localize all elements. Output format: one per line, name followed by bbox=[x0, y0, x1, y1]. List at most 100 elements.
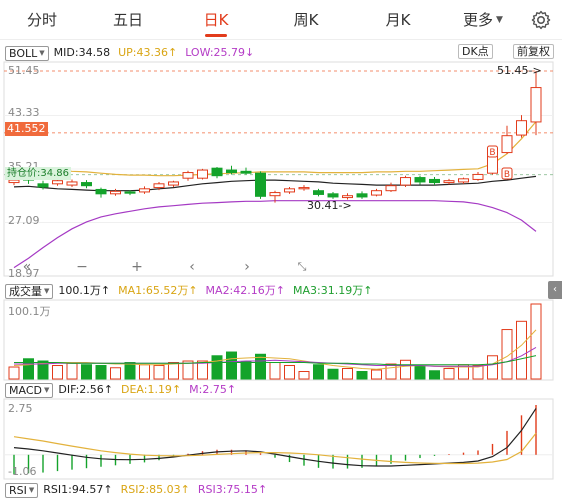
volume-panel-frame bbox=[3, 299, 554, 381]
volume-bar bbox=[298, 371, 310, 380]
price-axis-label: 51.45 bbox=[8, 64, 40, 77]
volume-bar bbox=[371, 369, 382, 380]
candle-body bbox=[371, 190, 382, 196]
macd-indicator-select[interactable]: MACD ▼ bbox=[5, 382, 54, 398]
candle-body bbox=[37, 183, 49, 188]
caret-down-icon: ▼ bbox=[28, 485, 35, 494]
buy-marker bbox=[487, 145, 498, 158]
macd-m-value: M:2.75 bbox=[189, 383, 227, 396]
candle-body bbox=[226, 169, 237, 174]
max-price-annotation: 51.45-> bbox=[497, 64, 542, 77]
volume-bar bbox=[52, 365, 63, 380]
volume-bar bbox=[66, 362, 78, 380]
volume-bar bbox=[313, 364, 324, 380]
period-tab-bar: 分时 五日 日K 周K 月K 更多 ▼ bbox=[0, 0, 562, 40]
macd-indicator-label: MACD bbox=[9, 383, 42, 397]
caret-down-icon: ▼ bbox=[39, 48, 45, 57]
candle-body bbox=[327, 193, 339, 198]
zoom-in-icon[interactable]: + bbox=[131, 259, 143, 275]
rsi-indicator-label: RSI bbox=[9, 483, 27, 497]
caret-down-icon: ▼ bbox=[44, 286, 50, 295]
macd-axis-label: 2.75 bbox=[8, 402, 33, 415]
candle-body bbox=[182, 172, 194, 179]
volume-bar bbox=[95, 365, 107, 380]
candle-body bbox=[342, 195, 353, 199]
chevron-left-icon[interactable]: ‹ bbox=[189, 259, 195, 275]
rsi2-value: RSI2:85.03 bbox=[120, 483, 181, 496]
zoom-out-icon[interactable]: − bbox=[76, 259, 88, 275]
volume-ma3-line bbox=[14, 355, 537, 366]
macd-dea-line bbox=[13, 432, 537, 465]
candle-body bbox=[429, 178, 440, 184]
buy-marker-label: B bbox=[504, 170, 510, 180]
forward-adjust-button[interactable]: 前复权 bbox=[513, 44, 554, 59]
volume-bar bbox=[342, 368, 353, 380]
gear-icon[interactable] bbox=[530, 9, 552, 31]
price-axis-label: 43.33 bbox=[8, 106, 40, 119]
candle-body bbox=[356, 193, 368, 198]
candle-body bbox=[385, 185, 397, 192]
rsi-indicator-select[interactable]: RSI ▼ bbox=[5, 482, 39, 498]
candle-body bbox=[8, 179, 20, 184]
volume-axis-label: 100.1万 bbox=[8, 305, 51, 318]
candle-body bbox=[124, 191, 136, 194]
current-price-tag: 41.552 bbox=[5, 122, 48, 136]
up-arrow-icon: ↑ bbox=[363, 284, 373, 297]
macd-panel-frame bbox=[3, 398, 554, 480]
volume-bar bbox=[211, 355, 223, 380]
candle-body bbox=[81, 182, 92, 187]
volume-bar bbox=[356, 371, 368, 380]
up-arrow-icon: ↑ bbox=[167, 46, 178, 59]
fullscreen-icon[interactable]: ⤡ bbox=[297, 260, 307, 273]
double-left-icon[interactable]: « bbox=[22, 259, 32, 275]
tab-daily-k[interactable]: 日K bbox=[172, 0, 260, 40]
macd-axis-label: -1.06 bbox=[8, 465, 37, 478]
tab-intraday[interactable]: 分时 bbox=[26, 10, 57, 29]
boll-header: BOLL ▼ MID:34.58 UP:43.36 ↑ LOW:25.79 ↓ bbox=[0, 44, 254, 62]
candle-body bbox=[458, 178, 469, 183]
boll-mid-value: MID:34.58 bbox=[53, 46, 111, 59]
volume-bar bbox=[8, 366, 20, 380]
expand-panel-icon[interactable]: ‹ bbox=[548, 281, 562, 299]
volume-bar bbox=[124, 362, 136, 380]
rsi-header: RSI ▼ RSI1:94.57 ↑ RSI2:85.03 ↑ RSI3:75.… bbox=[0, 481, 267, 499]
tab-monthly-k[interactable]: 月K bbox=[385, 10, 411, 29]
tab-more[interactable]: 更多 ▼ bbox=[444, 0, 522, 40]
volume-bar bbox=[23, 358, 34, 380]
up-arrow-icon: ↑ bbox=[171, 383, 182, 396]
candle-body bbox=[516, 120, 527, 136]
volume-bar bbox=[139, 364, 150, 380]
volume-bar bbox=[472, 365, 484, 380]
volume-bar bbox=[182, 360, 194, 380]
up-arrow-icon: ↑ bbox=[103, 483, 113, 496]
down-arrow-icon: ↓ bbox=[245, 46, 255, 59]
boll-upper-line bbox=[13, 121, 537, 177]
candle-body bbox=[211, 167, 223, 177]
volume-value: 100.1万 bbox=[58, 284, 101, 297]
candle-body bbox=[197, 169, 208, 179]
up-arrow-icon: ↑ bbox=[180, 483, 190, 496]
main-indicator-select[interactable]: BOLL ▼ bbox=[5, 45, 49, 61]
tab-weekly-k[interactable]: 周K bbox=[293, 10, 319, 29]
caret-down-icon: ▼ bbox=[43, 385, 50, 394]
candle-body bbox=[313, 190, 324, 195]
volume-bar bbox=[81, 364, 92, 380]
candle-body bbox=[95, 188, 107, 195]
boll-mid-line bbox=[13, 175, 537, 192]
volume-ma3-value: MA3:31.19万 bbox=[292, 284, 364, 297]
candle-body bbox=[153, 183, 165, 189]
candle-body bbox=[530, 87, 542, 123]
volume-bar bbox=[240, 361, 252, 380]
chevron-right-icon[interactable]: › bbox=[244, 259, 250, 275]
volume-bar bbox=[516, 320, 527, 380]
volume-bar bbox=[400, 359, 411, 380]
volume-bar bbox=[197, 360, 208, 380]
up-arrow-icon: ↑ bbox=[188, 284, 198, 297]
dk-point-button[interactable]: DK点 bbox=[458, 44, 493, 59]
candle-body bbox=[240, 170, 252, 174]
volume-bar bbox=[487, 355, 498, 380]
tab-five-day[interactable]: 五日 bbox=[112, 10, 143, 29]
volume-indicator-select[interactable]: 成交量 ▼ bbox=[5, 283, 54, 299]
